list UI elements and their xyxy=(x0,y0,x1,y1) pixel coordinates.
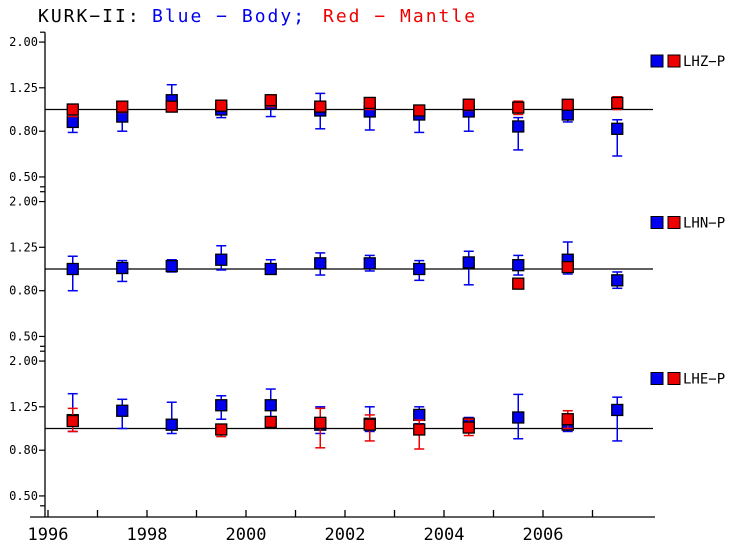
data-point-marker-body xyxy=(165,259,178,273)
y-axis-tick-label: 0.80 xyxy=(9,443,38,457)
data-point-marker-body xyxy=(363,257,376,270)
y-axis-tick-label: 2.00 xyxy=(9,354,38,368)
y-axis-tick-label: 2.00 xyxy=(9,195,38,209)
data-point-marker-mantle xyxy=(413,423,426,436)
legend-mantle-swatch xyxy=(667,54,681,68)
data-point-marker-mantle xyxy=(363,418,376,431)
legend-label: LHN−P xyxy=(683,216,725,232)
page-title: KURK−II: xyxy=(38,6,141,27)
y-axis-tick-label: 0.50 xyxy=(9,489,38,503)
data-point-marker-mantle xyxy=(264,415,277,429)
data-point-marker-body xyxy=(413,262,426,276)
data-point-marker-mantle xyxy=(215,99,228,112)
data-point-marker-body xyxy=(512,259,525,272)
title-body-legend: Blue − Body; xyxy=(152,6,307,27)
data-point-marker-body xyxy=(215,253,228,266)
data-point-marker-mantle xyxy=(314,100,327,113)
y-axis-tick-label: 1.25 xyxy=(9,400,38,414)
data-point-marker-body xyxy=(611,403,624,417)
data-point-marker-mantle xyxy=(116,100,129,113)
y-axis-tick-label: 1.25 xyxy=(9,240,38,254)
data-point-marker-body xyxy=(264,399,277,412)
legend-label: LHZ−P xyxy=(683,54,725,70)
legend-label: LHE−P xyxy=(683,372,725,388)
x-axis-label: 2006 xyxy=(523,525,564,545)
data-point-marker-body xyxy=(215,399,228,412)
legend-mantle-swatch xyxy=(667,372,681,385)
data-point-marker-mantle xyxy=(512,277,525,290)
x-axis-label: 2002 xyxy=(325,525,366,545)
data-point-marker-body xyxy=(512,411,525,424)
data-point-marker-body xyxy=(512,120,525,133)
x-axis-label: 1998 xyxy=(127,525,168,545)
data-point-marker-mantle xyxy=(413,104,426,117)
data-point-marker-mantle xyxy=(561,413,574,426)
data-point-marker-mantle xyxy=(462,98,475,111)
x-axis-label: 2000 xyxy=(226,525,267,545)
data-point-marker-body xyxy=(165,418,178,431)
legend-body-swatch xyxy=(650,216,664,229)
data-point-marker-mantle xyxy=(462,421,475,434)
y-axis-tick-label: 0.80 xyxy=(9,284,38,298)
data-point-marker-body xyxy=(611,122,624,135)
data-point-marker-mantle xyxy=(264,94,277,107)
y-axis-tick-label: 0.80 xyxy=(9,124,38,138)
data-point-marker-mantle xyxy=(561,98,574,111)
data-point-marker-mantle xyxy=(66,103,79,116)
data-point-marker-body xyxy=(116,404,129,417)
data-point-marker-body xyxy=(66,262,79,276)
data-point-marker-body xyxy=(611,274,624,287)
x-axis-label: 2004 xyxy=(424,525,465,545)
data-point-marker-mantle xyxy=(561,260,574,274)
legend-body-swatch xyxy=(650,372,664,385)
data-point-marker-body xyxy=(116,261,129,275)
data-point-marker-mantle xyxy=(66,414,79,428)
data-point-marker-mantle xyxy=(611,96,624,110)
legend-mantle-swatch xyxy=(667,216,681,229)
data-point-marker-mantle xyxy=(363,96,376,110)
data-point-marker-body xyxy=(413,408,426,422)
y-axis-tick-label: 1.25 xyxy=(9,81,38,95)
data-point-marker-body xyxy=(264,262,277,276)
y-axis-tick-label: 2.00 xyxy=(9,35,38,49)
data-point-marker-body xyxy=(66,115,79,129)
title-mantle-legend: Red − Mantle xyxy=(323,6,478,27)
x-axis-label: 1996 xyxy=(28,525,69,545)
data-point-marker-mantle xyxy=(314,416,327,429)
legend-body-swatch xyxy=(650,54,664,68)
data-point-marker-body xyxy=(314,257,327,270)
data-point-marker-body xyxy=(462,256,475,269)
y-axis-tick-label: 0.50 xyxy=(9,329,38,343)
data-point-marker-mantle xyxy=(512,101,525,114)
y-axis-tick-label: 0.50 xyxy=(9,170,38,184)
data-point-marker-mantle xyxy=(165,100,178,113)
data-point-marker-mantle xyxy=(215,423,228,436)
